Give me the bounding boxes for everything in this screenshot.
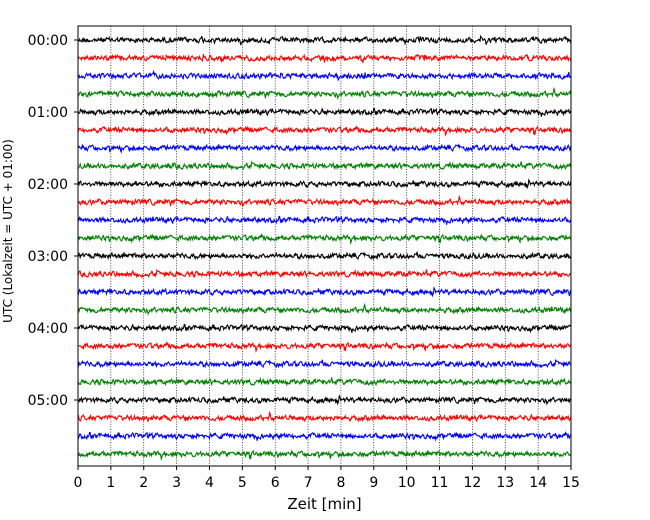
trace-0515 (77, 410, 572, 423)
trace-0445 (77, 376, 572, 387)
trace-0330 (77, 286, 572, 298)
trace-0400 (77, 323, 572, 334)
x-tick-label: 1 (106, 475, 115, 491)
trace-0430 (77, 358, 572, 369)
x-tick-label: 3 (172, 475, 181, 491)
trace-0015 (77, 53, 572, 63)
trace-lines (77, 34, 572, 461)
trace-0145 (77, 160, 572, 171)
y-axis-ticks: 00:00 01:00 02:00 03:00 04:00 05:00 (28, 33, 78, 409)
x-tick-label: 12 (463, 475, 481, 491)
trace-0115 (77, 124, 572, 137)
trace-0315 (77, 268, 572, 279)
x-tick-label: 4 (205, 475, 214, 491)
trace-0545 (77, 449, 572, 461)
x-tick-label: 15 (562, 475, 580, 491)
trace-0045 (77, 86, 572, 100)
y-tick-label: 05:00 (28, 393, 68, 409)
trace-0215 (77, 194, 572, 208)
x-tick-label: 11 (431, 475, 449, 491)
trace-0415 (77, 340, 572, 353)
y-tick-label: 03:00 (28, 249, 68, 265)
x-tick-label: 0 (74, 475, 83, 491)
x-tick-label: 2 (139, 475, 148, 491)
trace-0245 (77, 232, 572, 245)
trace-0345 (77, 302, 572, 316)
trace-0000 (77, 34, 572, 46)
trace-0100 (77, 107, 572, 117)
trace-0300 (77, 251, 572, 261)
trace-0530 (77, 430, 572, 442)
x-tick-label: 8 (336, 475, 345, 491)
x-tick-label: 9 (369, 475, 378, 491)
trace-0130 (77, 143, 572, 154)
x-tick-label: 5 (238, 475, 247, 491)
trace-0200 (77, 178, 572, 190)
x-tick-label: 13 (496, 475, 514, 491)
x-tick-label: 7 (304, 475, 313, 491)
trace-0500 (77, 394, 572, 406)
plot-frame (77, 25, 572, 467)
x-axis-label: Zeit [min] (287, 495, 361, 513)
y-axis-label: UTC (Lokalzeit = UTC + 01:00) (1, 139, 15, 323)
x-tick-label: 10 (398, 475, 416, 491)
y-tick-label: 04:00 (28, 321, 68, 337)
y-tick-label: 00:00 (28, 33, 68, 49)
x-tick-label: 14 (529, 475, 547, 491)
trace-0230 (77, 215, 572, 225)
x-tick-label: 6 (271, 475, 280, 491)
y-tick-label: 01:00 (28, 105, 68, 121)
x-axis-ticks: 0 1 2 3 4 5 6 7 8 9 10 11 12 13 14 15 (74, 466, 580, 491)
trace-0030 (77, 69, 572, 82)
vertical-grid (110, 26, 539, 466)
y-tick-label: 02:00 (28, 177, 68, 193)
